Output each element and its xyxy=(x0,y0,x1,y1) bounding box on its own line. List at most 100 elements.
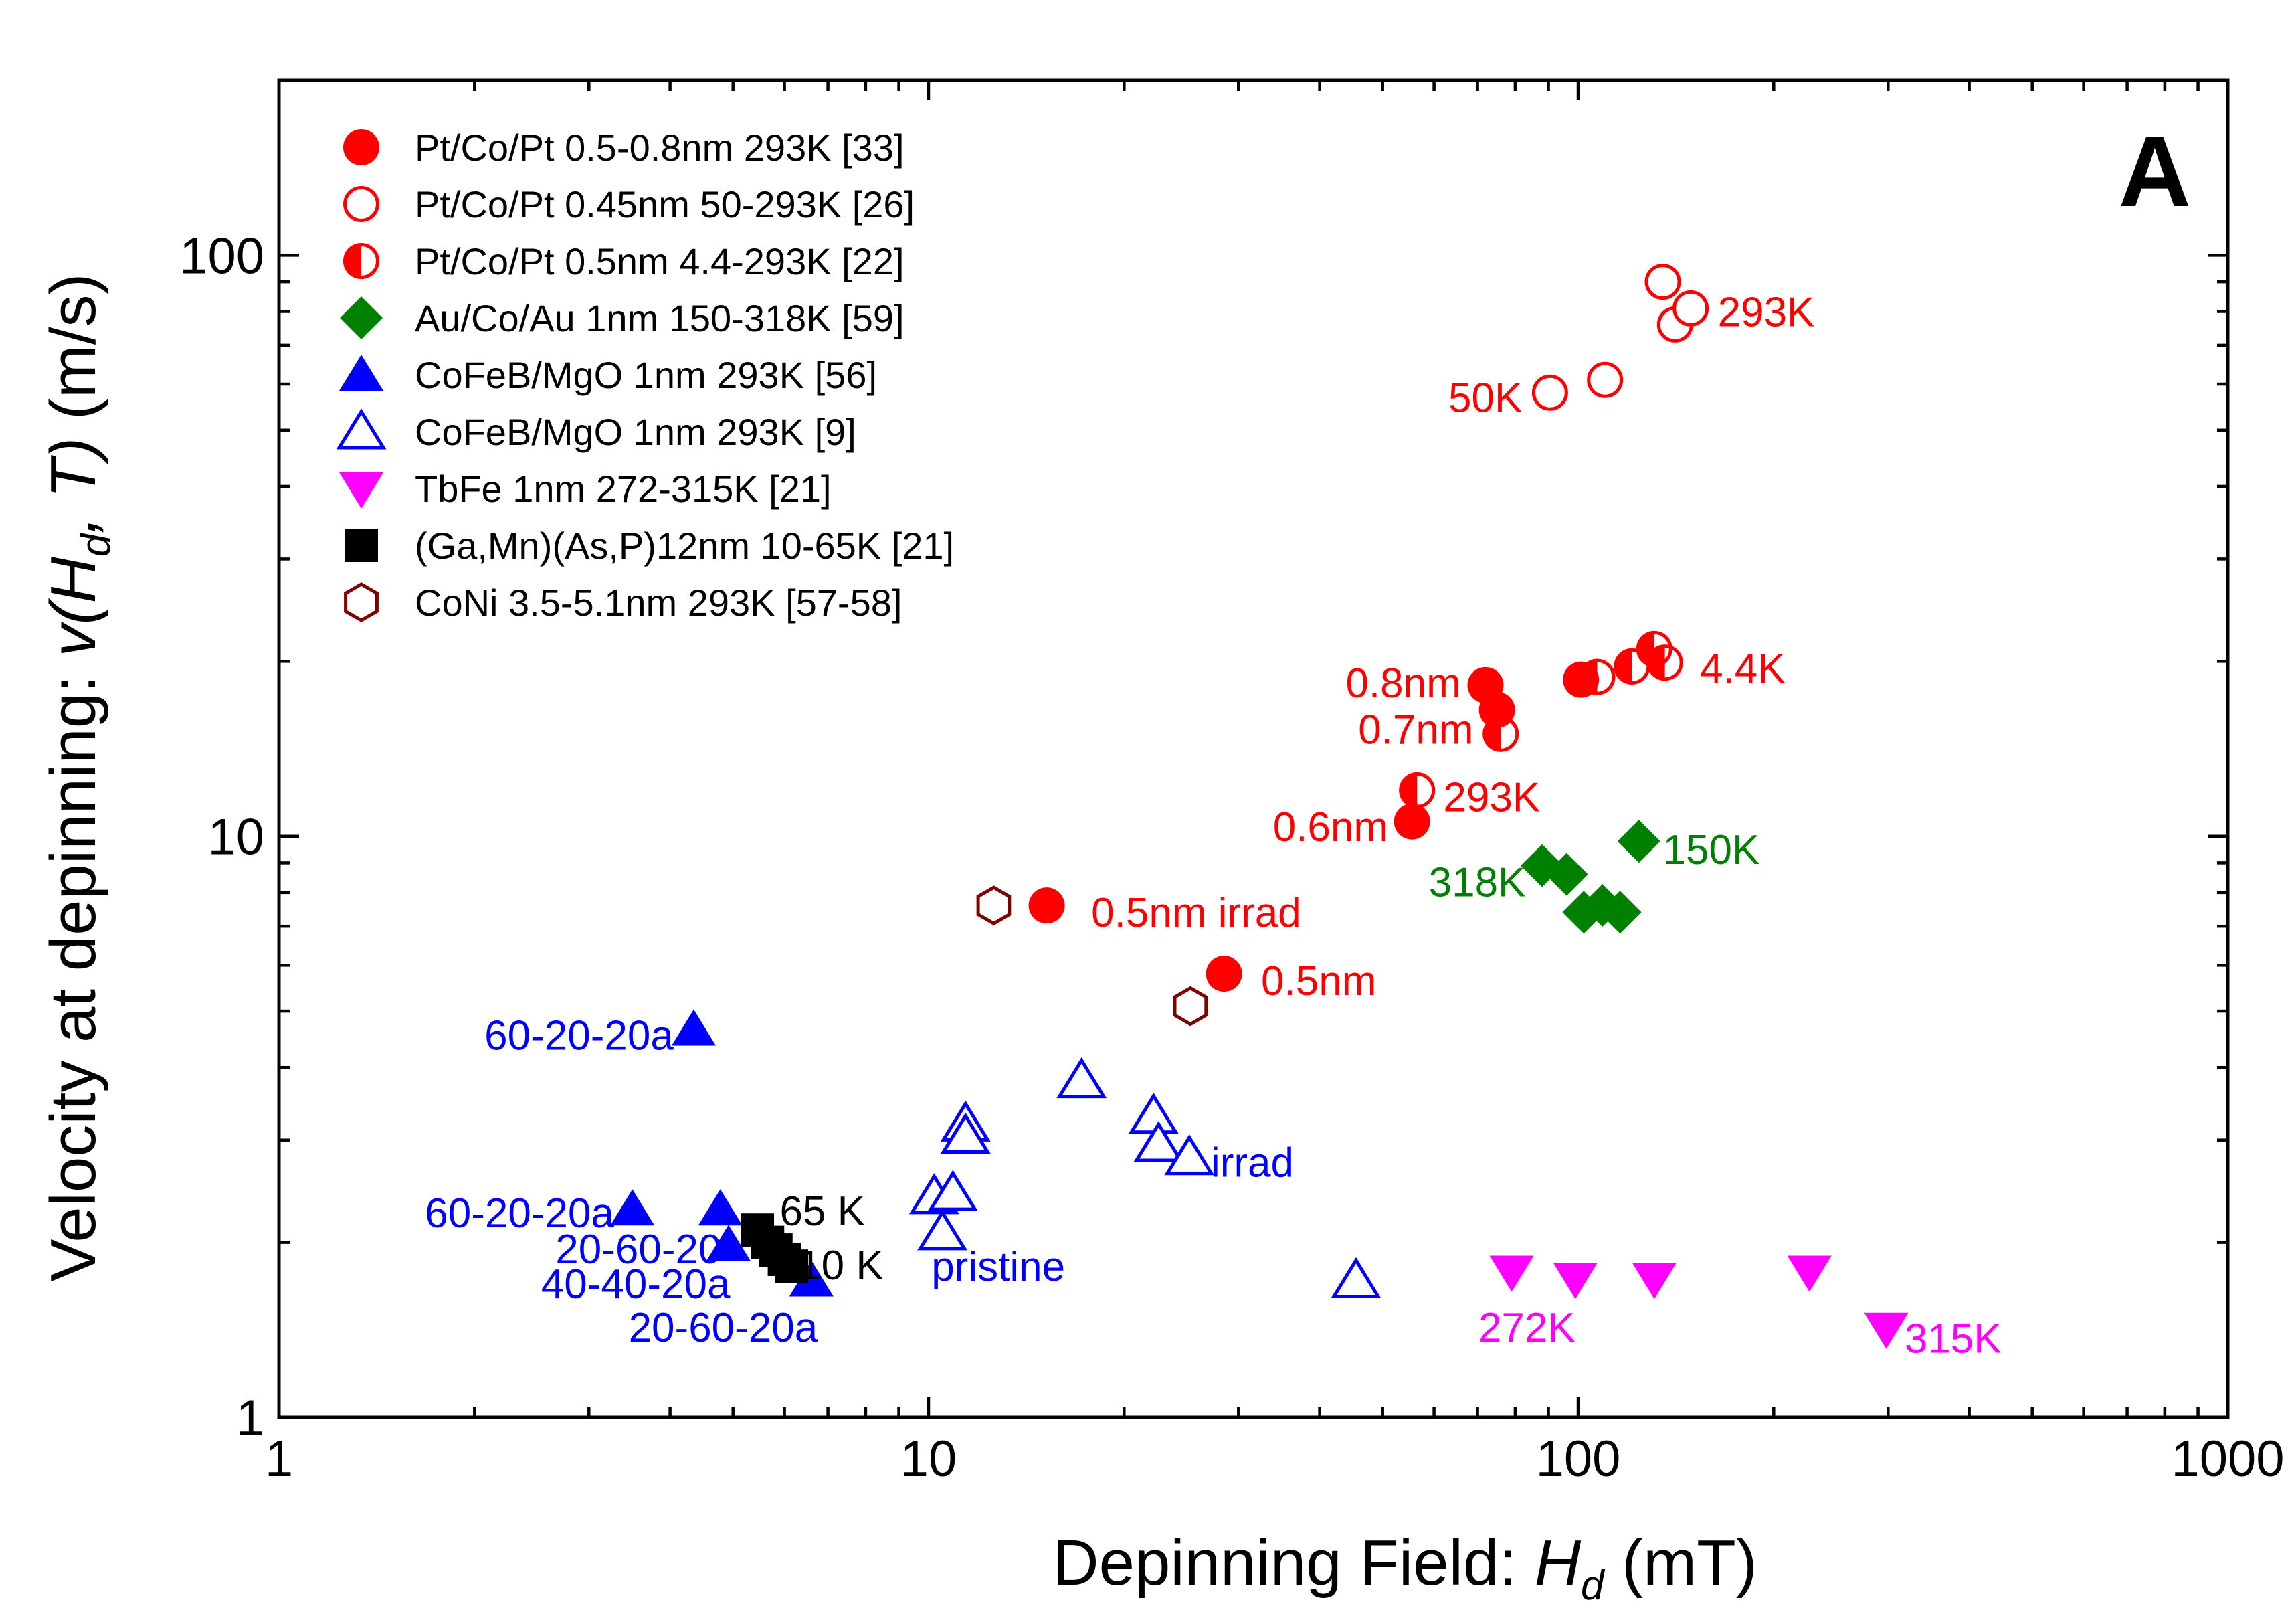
data-point xyxy=(976,885,1012,926)
data-point xyxy=(706,1225,751,1261)
data-point xyxy=(1056,1057,1107,1099)
data-point xyxy=(1646,644,1683,681)
legend-label: CoFeB/MgO 1nm 293K [9] xyxy=(415,411,856,453)
legend-label: Pt/Co/Pt 0.5nm 4.4-293K [22] xyxy=(415,240,904,282)
data-point xyxy=(1482,715,1519,752)
y-axis-title-prefix: Velocity at depinning: xyxy=(37,657,109,1282)
annotation-label: 0.5nm irrad xyxy=(1091,890,1301,936)
legend-entry: TbFe 1nm 272-315K [21] xyxy=(339,468,832,510)
legend-entry: Pt/Co/Pt 0.5-0.8nm 293K [33] xyxy=(343,126,904,169)
data-point xyxy=(789,1260,834,1297)
data-point xyxy=(1133,1121,1184,1162)
legend-entry: (Ga,Mn)(As,P)12nm 10-65K [21] xyxy=(345,525,954,567)
x-axis-title-prefix: Depinning Field: xyxy=(1052,1527,1534,1599)
data-point xyxy=(1787,1255,1832,1292)
annotation-label: 20-60-20 xyxy=(555,1227,721,1273)
legend-marker xyxy=(339,355,383,391)
x-axis-title-subscript: d xyxy=(1581,1562,1606,1609)
data-point xyxy=(917,1209,968,1251)
annotation-label: 0.8nm xyxy=(1345,660,1460,707)
data-point xyxy=(1553,1263,1598,1300)
data-point xyxy=(1864,1312,1909,1349)
annotation-label: 65 K xyxy=(779,1188,865,1235)
annotation-label: 0.7nm xyxy=(1358,707,1473,753)
y-axis-title-italic-2: , T) xyxy=(37,438,109,534)
data-point xyxy=(1672,290,1709,327)
annotation-label: 293K xyxy=(1718,290,1815,336)
data-point xyxy=(1206,956,1242,992)
plot-frame xyxy=(277,78,2230,1419)
legend-label: CoNi 3.5-5.1nm 293K [57-58] xyxy=(415,582,902,624)
data-point xyxy=(698,1189,743,1226)
y-axis-title-subscript: d xyxy=(73,532,119,557)
series-6 xyxy=(1489,1255,1909,1349)
x-tick-label: 1 xyxy=(265,1431,293,1488)
legend-label: TbFe 1nm 272-315K [21] xyxy=(415,468,832,510)
series-7 xyxy=(741,1213,808,1283)
legend-marker xyxy=(345,529,378,562)
data-point xyxy=(1028,887,1065,924)
legend-marker xyxy=(343,186,379,222)
y-tick-label: 100 xyxy=(179,228,264,284)
data-point xyxy=(1164,1134,1215,1176)
y-tick-label: 1 xyxy=(236,1390,264,1447)
data-point xyxy=(671,1009,716,1046)
x-tick-label: 1000 xyxy=(2171,1431,2284,1488)
legend-marker xyxy=(336,408,387,450)
data-points xyxy=(610,264,1909,1349)
marker-outline xyxy=(1579,658,1616,695)
axis-ticks: 1 10 100 1000 1 10 100 xyxy=(179,78,2285,1488)
legend-entry: Pt/Co/Pt 0.45nm 50-293K [26] xyxy=(343,183,915,226)
legend-entry: Pt/Co/Pt 0.5nm 4.4-293K [22] xyxy=(343,240,904,282)
panel-label: A xyxy=(2119,115,2191,228)
data-point xyxy=(1644,264,1681,300)
data-point xyxy=(1489,1255,1534,1292)
data-point xyxy=(1399,772,1436,808)
x-tick-label: 10 xyxy=(900,1431,957,1488)
annotation-label: 10 K xyxy=(798,1243,884,1289)
legend-label: Pt/Co/Pt 0.45nm 50-293K [26] xyxy=(415,183,915,226)
legend-label: Au/Co/Au 1nm 150-318K [59] xyxy=(415,297,904,339)
annotation-label: 0.6nm xyxy=(1273,804,1388,851)
annotation-label: 4.4K xyxy=(1700,646,1786,692)
data-point xyxy=(1587,361,1624,398)
data-point xyxy=(1331,1257,1381,1298)
annotation-label: 50K xyxy=(1448,375,1522,421)
y-axis-title-suffix: (m/s) xyxy=(37,274,109,438)
annotation-label: pristine xyxy=(931,1244,1065,1290)
annotation-label: 272K xyxy=(1478,1305,1575,1351)
series-5 xyxy=(908,1057,1381,1298)
data-point xyxy=(1394,803,1430,840)
marker-outline xyxy=(343,243,379,279)
legend: Pt/Co/Pt 0.5-0.8nm 293K [33] Pt/Co/Pt 0.4… xyxy=(336,126,954,624)
data-point xyxy=(1545,853,1588,896)
x-tick-label: 100 xyxy=(1536,1431,1621,1488)
data-point xyxy=(1632,1263,1677,1300)
marker-outline xyxy=(1646,644,1683,681)
annotation-label: irrad xyxy=(1211,1140,1294,1186)
legend-marker xyxy=(340,296,383,339)
data-point xyxy=(940,1112,991,1154)
legend-entry: CoFeB/MgO 1nm 293K [9] xyxy=(336,408,856,453)
data-point xyxy=(1173,986,1208,1026)
legend-marker xyxy=(339,472,383,509)
legend-entry: CoNi 3.5-5.1nm 293K [57-58] xyxy=(344,582,902,624)
annotation-label: 60-20-20a xyxy=(425,1190,614,1237)
annotation-label: 60-20-20a xyxy=(484,1013,674,1059)
legend-marker xyxy=(344,582,379,622)
annotation-label: 0.5nm xyxy=(1261,958,1376,1004)
legend-label: Pt/Co/Pt 0.5-0.8nm 293K [33] xyxy=(415,126,904,169)
x-axis-title-symbol: H xyxy=(1535,1527,1582,1599)
data-point xyxy=(774,1249,808,1283)
legend-entry: CoFeB/MgO 1nm 293K [56] xyxy=(339,354,877,396)
data-point xyxy=(1598,891,1642,934)
series-1 xyxy=(1531,264,1709,411)
data-point xyxy=(1531,374,1568,411)
series-4 xyxy=(610,1009,834,1297)
legend-entry: Au/Co/Au 1nm 150-318K [59] xyxy=(340,296,904,339)
annotation-label: 315K xyxy=(1905,1316,2002,1362)
x-axis-title-suffix: (mT) xyxy=(1604,1527,1757,1599)
y-tick-label: 10 xyxy=(207,809,264,866)
